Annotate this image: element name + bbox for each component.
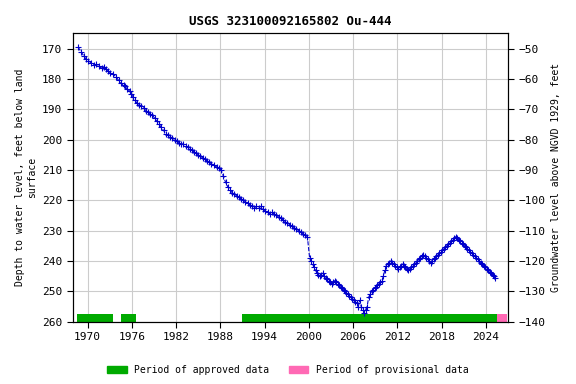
Y-axis label: Groundwater level above NGVD 1929, feet: Groundwater level above NGVD 1929, feet: [551, 63, 561, 292]
Bar: [242, 314, 379, 322]
Y-axis label: Depth to water level, feet below land
surface: Depth to water level, feet below land su…: [15, 69, 37, 286]
Bar: [379, 314, 505, 322]
Bar: [77, 314, 113, 322]
Title: USGS 323100092165802 Ou-444: USGS 323100092165802 Ou-444: [189, 15, 392, 28]
Bar: [121, 314, 135, 322]
Legend: Period of approved data, Period of provisional data: Period of approved data, Period of provi…: [103, 361, 473, 379]
Bar: [497, 314, 506, 322]
